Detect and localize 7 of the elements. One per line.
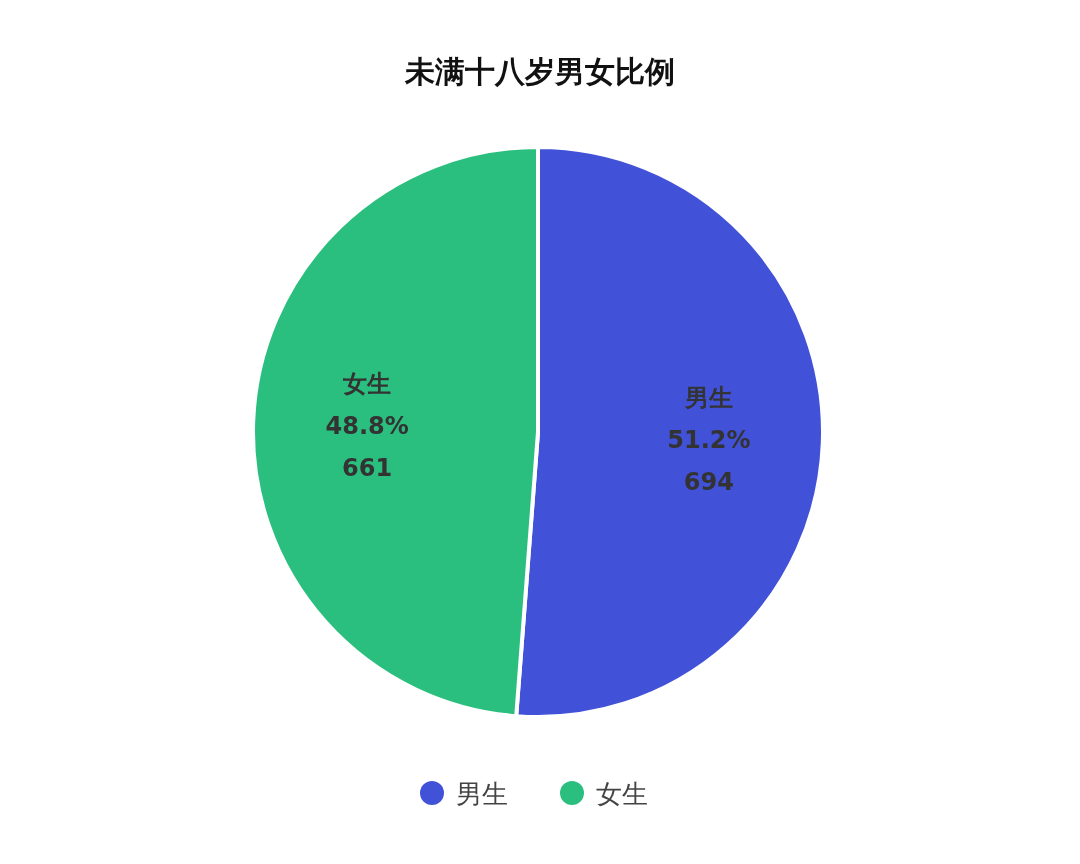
data-label: 48.8% 661 (325, 412, 409, 483)
slice-label: 女生 (342, 370, 392, 399)
data-label: 51.2% 694 (667, 425, 751, 496)
slice-label: 男生 (683, 383, 733, 412)
legend-label: 女生 (596, 779, 648, 809)
legend-label: 男生 (456, 779, 508, 809)
chart-title: 未满十八岁男女比例 (404, 54, 675, 89)
